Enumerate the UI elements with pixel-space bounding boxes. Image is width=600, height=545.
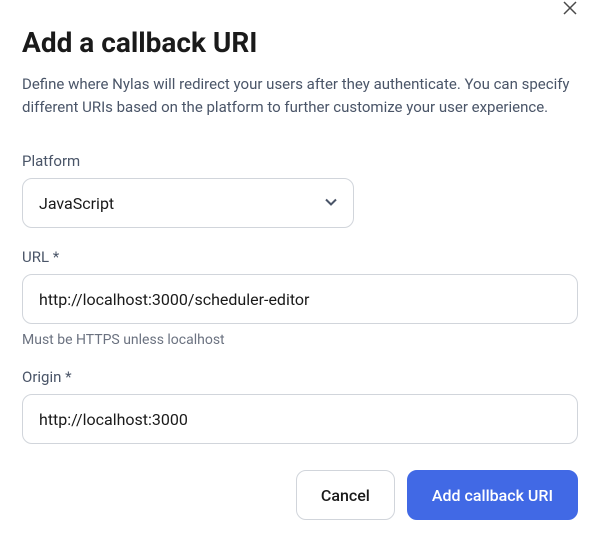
cancel-button[interactable]: Cancel bbox=[296, 470, 395, 520]
platform-field-group: Platform JavaScript bbox=[22, 152, 578, 228]
button-row: Cancel Add callback URI bbox=[22, 470, 578, 520]
submit-button[interactable]: Add callback URI bbox=[407, 470, 578, 520]
origin-label: Origin * bbox=[22, 368, 578, 386]
modal-description: Define where Nylas will redirect your us… bbox=[22, 73, 578, 118]
platform-select[interactable]: JavaScript bbox=[22, 178, 354, 228]
origin-input[interactable] bbox=[22, 394, 578, 444]
url-helper-text: Must be HTTPS unless localhost bbox=[22, 332, 578, 348]
add-callback-uri-modal: Add a callback URI Define where Nylas wi… bbox=[0, 0, 600, 540]
platform-label: Platform bbox=[22, 152, 578, 170]
url-field-group: URL * Must be HTTPS unless localhost bbox=[22, 248, 578, 348]
origin-field-group: Origin * bbox=[22, 368, 578, 444]
close-icon bbox=[562, 0, 578, 16]
close-button[interactable] bbox=[558, 0, 582, 20]
url-input[interactable] bbox=[22, 274, 578, 324]
modal-title: Add a callback URI bbox=[22, 26, 578, 59]
url-label: URL * bbox=[22, 248, 578, 266]
platform-select-wrapper: JavaScript bbox=[22, 178, 354, 228]
